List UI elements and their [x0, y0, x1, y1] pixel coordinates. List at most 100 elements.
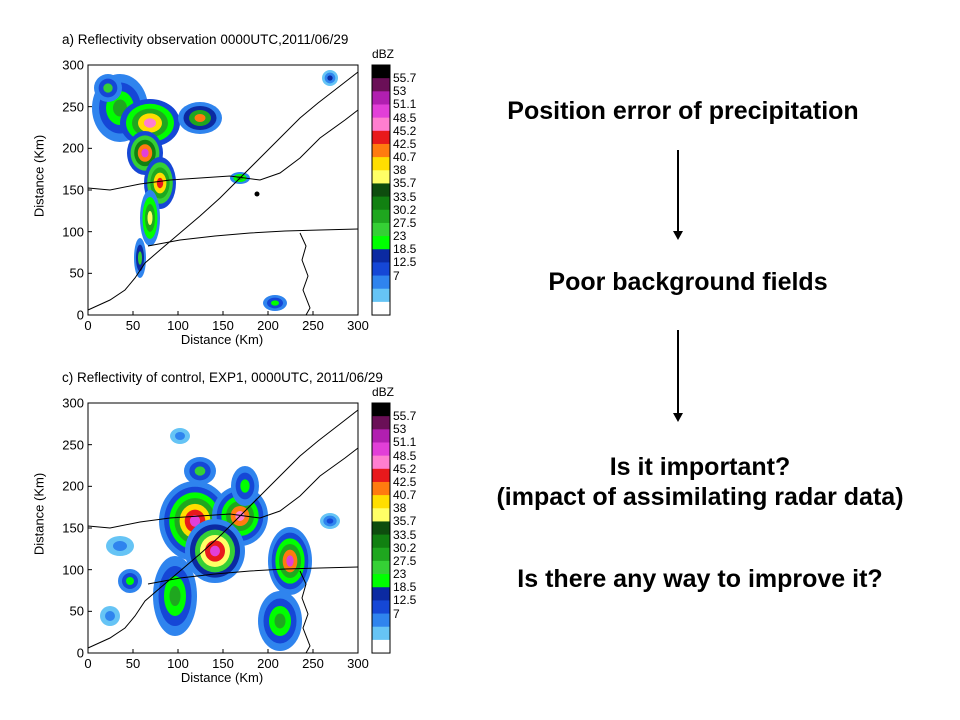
- colorbar-swatch: [372, 222, 390, 237]
- colorbar-swatch: [372, 196, 390, 211]
- x-tick-label: 100: [167, 656, 189, 671]
- coastline-c: [87, 409, 359, 654]
- colorbar-swatch: [372, 626, 390, 641]
- colorbar-level-label: 55.7: [393, 71, 417, 86]
- colorbar-c: [371, 402, 391, 654]
- colorbar-level-label: 23: [393, 229, 407, 244]
- colorbar-level-label: 53: [393, 84, 407, 99]
- echo-cell: [194, 466, 206, 476]
- figure-panel-c: c) Reflectivity of control, EXP1, 0000UT…: [0, 366, 440, 711]
- figure-panel-a: a) Reflectivity observation 0000UTC,2011…: [0, 28, 440, 373]
- colorbar-level-label: 27.5: [393, 215, 417, 230]
- colorbar-level-label: 48.5: [393, 110, 417, 125]
- colorbar-level-label: 35.7: [393, 176, 417, 191]
- colorbar-level-label: 33.5: [393, 527, 417, 542]
- colorbar-swatch: [372, 481, 390, 496]
- echo-cell: [169, 586, 181, 606]
- colorbar-swatch: [372, 521, 390, 536]
- colorbar-swatch: [372, 547, 390, 562]
- colorbar-swatch: [372, 574, 390, 588]
- colorbar-frame: [371, 402, 391, 654]
- colorbar-swatch: [372, 104, 390, 119]
- y-tick-label: 250: [62, 437, 84, 453]
- y-tick-label: 150: [62, 182, 84, 198]
- flow-step-is-important-line1: Is it important?: [609, 453, 791, 481]
- colorbar-swatch: [372, 508, 390, 522]
- echo-cell: [144, 118, 156, 128]
- colorbar-swatch: [372, 130, 390, 145]
- colorbar-swatch: [372, 78, 390, 92]
- echo-cell: [156, 177, 164, 189]
- echo-cell: [126, 577, 134, 585]
- echo-cell: [326, 518, 334, 524]
- panel-a-xlabel: Distance (Km): [180, 332, 264, 347]
- colorbar-swatch: [372, 560, 390, 575]
- x-tick-label: 0: [84, 318, 92, 333]
- echo-cell: [138, 251, 142, 265]
- colorbar-level-label: 51.1: [393, 435, 417, 450]
- colorbar-swatch: [372, 416, 390, 430]
- colorbar-swatch: [372, 455, 390, 470]
- colorbar-frame: [371, 64, 391, 316]
- colorbar-level-label: 12.5: [393, 593, 417, 608]
- colorbar-swatch: [372, 117, 390, 132]
- colorbar-swatch: [372, 429, 390, 443]
- colorbar-swatch: [372, 157, 390, 171]
- colorbar-level-label: 40.7: [393, 150, 417, 165]
- x-tick-label: 100: [167, 318, 189, 333]
- colorbar-swatch: [372, 143, 390, 158]
- colorbar-swatch: [372, 495, 390, 509]
- echo-cell: [147, 211, 153, 225]
- colorbar-level-label: 53: [393, 422, 407, 437]
- colorbar-level-label: 40.7: [393, 488, 417, 503]
- y-tick-label: 100: [62, 562, 84, 578]
- colorbar-level-label: 7: [393, 606, 400, 621]
- x-tick-label: 200: [257, 318, 279, 333]
- colorbar-level-label: 42.5: [393, 136, 417, 151]
- colorbar-swatch: [372, 288, 390, 303]
- colorbar-level-label: 38: [393, 501, 407, 516]
- echo-field-a: [92, 70, 338, 311]
- colorbar-swatch: [372, 639, 390, 654]
- x-tick-label: 300: [347, 656, 369, 671]
- colorbar-swatch: [372, 600, 390, 615]
- echo-cell: [105, 611, 115, 621]
- y-tick-label: 300: [62, 57, 84, 73]
- x-tick-label: 250: [302, 318, 324, 333]
- colorbar-level-label: 30.2: [393, 202, 417, 217]
- colorbar-level-label: 18.5: [393, 580, 417, 595]
- echo-cell: [274, 613, 286, 629]
- y-tick-label: 100: [62, 224, 84, 240]
- echo-cell: [210, 545, 220, 557]
- colorbar-swatch: [372, 468, 390, 483]
- echo-cell: [194, 114, 206, 122]
- colorbar-swatch: [372, 183, 390, 198]
- echo-cell: [141, 148, 149, 158]
- colorbar-swatch: [372, 65, 390, 79]
- colorbar-level-label: 30.2: [393, 540, 417, 555]
- x-tick-label: 50: [125, 318, 141, 333]
- panel-c-title: c) Reflectivity of control, EXP1, 0000UT…: [62, 370, 383, 385]
- colorbar-c-unit: dBZ: [372, 385, 395, 399]
- y-tick-label: 50: [69, 265, 84, 281]
- colorbar-level-label: 42.5: [393, 474, 417, 489]
- reflectivity-map-c: [87, 402, 391, 654]
- panel-a-title: a) Reflectivity observation 0000UTC,2011…: [62, 32, 349, 47]
- x-tick-label: 50: [125, 656, 141, 671]
- echo-cell: [271, 300, 279, 306]
- down-arrow-icon: [671, 150, 685, 240]
- echo-cell: [175, 432, 185, 440]
- y-tick-label: 200: [62, 478, 84, 494]
- echo-cell: [327, 75, 333, 81]
- echo-field-c: [100, 428, 340, 651]
- colorbar-swatch: [372, 534, 390, 549]
- colorbar-level-label: 27.5: [393, 553, 417, 568]
- y-tick-label: 150: [62, 520, 84, 536]
- down-arrow-icon: [671, 330, 685, 422]
- colorbar-swatch: [372, 301, 390, 316]
- y-tick-label: 50: [69, 603, 84, 619]
- flow-step-poor-background: Poor background fields: [548, 268, 828, 296]
- colorbar-level-label: 45.2: [393, 123, 417, 138]
- colorbar-swatch: [372, 442, 390, 457]
- colorbar-level-label: 35.7: [393, 514, 417, 529]
